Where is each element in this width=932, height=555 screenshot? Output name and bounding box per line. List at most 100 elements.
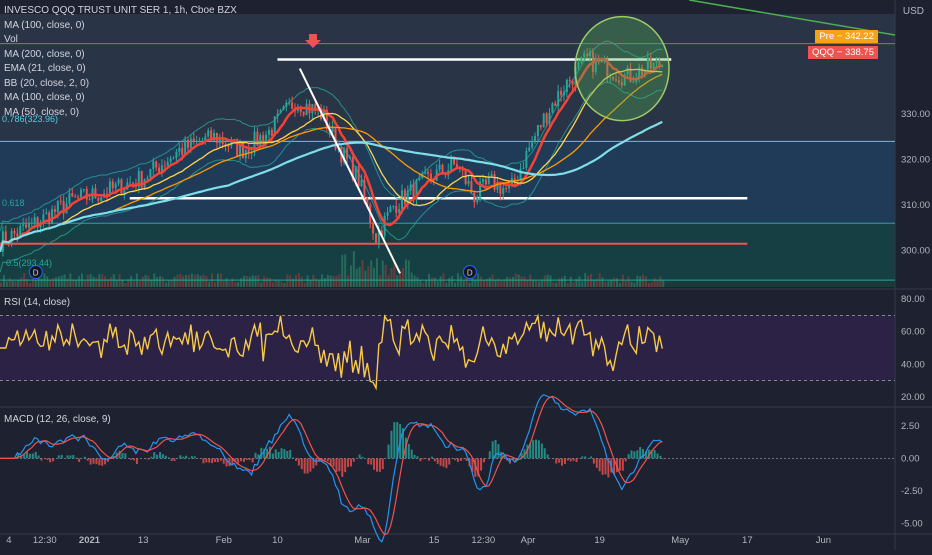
candle-body [175, 152, 177, 158]
candle-body [48, 213, 50, 224]
volume-bar [414, 276, 416, 287]
macd-histogram-bar [324, 458, 326, 460]
volume-bar [133, 281, 135, 287]
volume-bar [304, 283, 306, 287]
macd-histogram-bar [165, 456, 167, 459]
legend-item[interactable]: MA (100, close, 0) [4, 19, 237, 34]
candle-body [271, 130, 273, 136]
macd-histogram-bar [362, 457, 364, 459]
legend-item[interactable]: Vol [4, 33, 237, 48]
candle-body [551, 103, 553, 112]
macd-histogram-bar [619, 458, 621, 470]
volume-bar [434, 278, 436, 287]
volume-bar [156, 277, 158, 287]
volume-bar [257, 275, 259, 287]
volume-bar [396, 275, 398, 287]
macd-histogram-bar [544, 448, 546, 458]
macd-histogram-bar [584, 456, 586, 458]
zone-618 [0, 223, 895, 280]
macd-histogram-bar [451, 458, 453, 459]
candle-body [158, 168, 160, 173]
macd-histogram-bar [136, 458, 138, 464]
candle-body [13, 231, 15, 234]
macd-histogram-bar [315, 458, 317, 465]
rsi-tick-label: 40.00 [901, 359, 925, 370]
volume-bar [116, 280, 118, 287]
candle-body [418, 178, 420, 180]
candle-body [16, 233, 18, 236]
volume-bar [558, 278, 560, 287]
volume-bar [474, 280, 476, 287]
macd-tick-label: 2.50 [901, 421, 920, 432]
volume-bar [260, 282, 262, 287]
volume-bar [263, 277, 265, 287]
volume-bar [523, 277, 525, 287]
volume-bar [659, 276, 661, 287]
volume-bar [492, 275, 494, 287]
volume-bar [182, 276, 184, 287]
volume-bar [359, 267, 361, 287]
candle-body [549, 113, 551, 123]
volume-bar [142, 277, 144, 287]
volume-bar [552, 282, 554, 287]
volume-bar [333, 276, 335, 287]
volume-bar [200, 276, 202, 287]
volume-bar [636, 276, 638, 287]
macd-histogram-bar [347, 458, 349, 467]
candle-body [563, 92, 565, 95]
legend-item[interactable]: EMA (21, close, 0) [4, 62, 237, 77]
volume-bar [555, 283, 557, 287]
volume-bar [561, 278, 563, 287]
legend-item[interactable]: MA (100, close, 0) [4, 91, 237, 106]
candle-body [259, 135, 261, 145]
volume-bar [124, 283, 126, 287]
candle-body [372, 223, 374, 233]
macd-histogram-bar [307, 458, 309, 473]
candle-body [28, 223, 30, 227]
macd-histogram-bar [419, 458, 421, 461]
macd-histogram-bar [593, 458, 595, 463]
volume-bar [194, 275, 196, 287]
macd-histogram-bar [292, 458, 294, 459]
macd-histogram-bar [341, 458, 343, 476]
volume-bar [246, 276, 248, 287]
volume-bar [567, 283, 569, 287]
macd-histogram-bar [84, 457, 86, 459]
macd-histogram-bar [625, 458, 627, 461]
candle-body [557, 91, 559, 106]
volume-bar [382, 261, 384, 287]
macd-tick-label: -2.50 [901, 486, 923, 497]
macd-histogram-bar [40, 458, 42, 460]
legend-item[interactable]: BB (20, close, 2, 0) [4, 77, 237, 92]
volume-bar [587, 276, 589, 287]
volume-bar [607, 281, 609, 287]
macd-histogram-bar [350, 458, 352, 466]
time-tick-label: Apr [521, 535, 536, 546]
volume-bar [654, 278, 656, 287]
macd-histogram-bar [558, 458, 560, 462]
macd-histogram-bar [286, 451, 288, 458]
time-tick-label: 13 [138, 535, 149, 546]
macd-histogram-bar [179, 455, 181, 458]
candle-body [534, 136, 536, 141]
volume-bar [309, 281, 311, 287]
legend-item[interactable]: MA (200, close, 0) [4, 48, 237, 63]
volume-bar [226, 278, 228, 287]
candle-body [465, 171, 467, 184]
volume-bar [657, 281, 659, 287]
volume-bar [17, 280, 19, 287]
volume-bar [165, 283, 167, 287]
volume-bar [581, 281, 583, 287]
macd-histogram-bar [602, 458, 604, 475]
macd-histogram-bar [249, 458, 251, 460]
volume-bar [327, 275, 329, 287]
macd-histogram-bar [642, 449, 644, 458]
candle-body [77, 197, 79, 198]
currency-label: USD [903, 6, 924, 17]
candle-body [540, 125, 542, 127]
volume-bar [272, 282, 274, 287]
candle-body [488, 177, 490, 184]
time-tick-label: 15 [429, 535, 440, 546]
macd-histogram-bar [570, 458, 572, 461]
candle-body [94, 188, 96, 198]
